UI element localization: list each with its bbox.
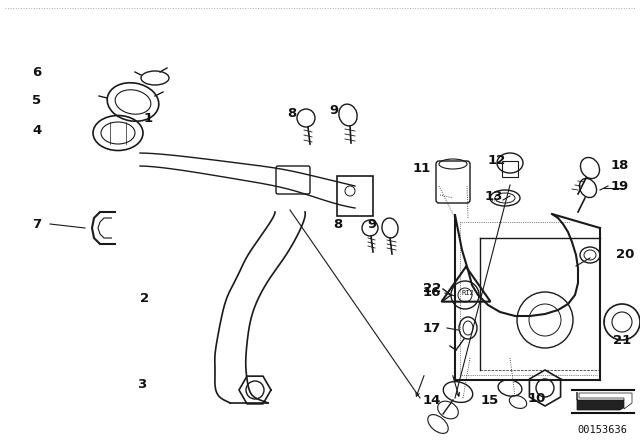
Text: 18: 18	[611, 159, 629, 172]
Text: 2: 2	[140, 292, 150, 305]
Text: 15: 15	[481, 393, 499, 406]
Bar	[502, 161, 518, 177]
Text: 3: 3	[138, 379, 147, 392]
Text: 12: 12	[488, 154, 506, 167]
Text: 19: 19	[611, 180, 629, 193]
Text: 16: 16	[423, 287, 441, 300]
Text: 1: 1	[143, 112, 152, 125]
Text: 11: 11	[413, 161, 431, 175]
Text: 4: 4	[33, 124, 42, 137]
Text: 20: 20	[616, 249, 634, 262]
Text: 21: 21	[613, 333, 631, 346]
Text: 10: 10	[528, 392, 546, 405]
Text: 5: 5	[33, 94, 42, 107]
Text: RI2: RI2	[461, 290, 474, 296]
Text: 00153636: 00153636	[577, 425, 627, 435]
Bar	[337, 176, 373, 216]
Polygon shape	[577, 392, 630, 410]
Text: 13: 13	[485, 190, 503, 202]
Text: 14: 14	[423, 393, 441, 406]
Polygon shape	[579, 393, 632, 409]
Text: 22: 22	[423, 281, 441, 294]
Text: 6: 6	[33, 65, 42, 78]
Text: 8: 8	[287, 107, 296, 120]
Text: 9: 9	[330, 103, 339, 116]
Text: 9: 9	[367, 217, 376, 231]
Text: 7: 7	[33, 217, 42, 231]
Text: 8: 8	[333, 217, 342, 231]
Text: 17: 17	[423, 322, 441, 335]
